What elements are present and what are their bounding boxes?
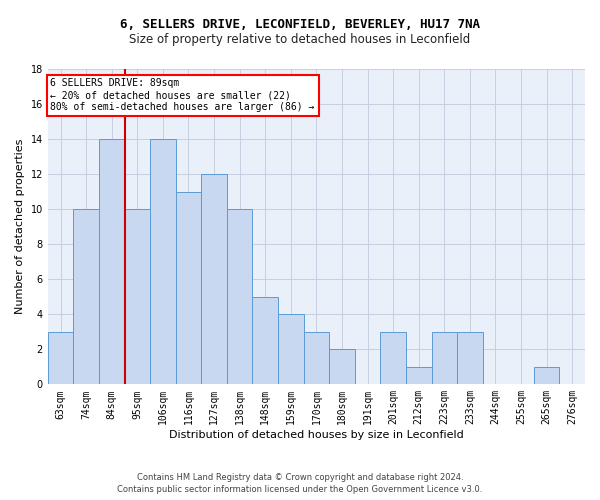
Bar: [406, 367, 431, 384]
Y-axis label: Number of detached properties: Number of detached properties: [15, 139, 25, 314]
Bar: [125, 209, 150, 384]
Bar: [431, 332, 457, 384]
Text: Contains public sector information licensed under the Open Government Licence v3: Contains public sector information licen…: [118, 485, 482, 494]
Bar: [176, 192, 201, 384]
Text: Size of property relative to detached houses in Leconfield: Size of property relative to detached ho…: [130, 32, 470, 46]
Bar: [380, 332, 406, 384]
Text: 6 SELLERS DRIVE: 89sqm
← 20% of detached houses are smaller (22)
80% of semi-det: 6 SELLERS DRIVE: 89sqm ← 20% of detached…: [50, 78, 315, 112]
Bar: [227, 209, 253, 384]
Text: 6, SELLERS DRIVE, LECONFIELD, BEVERLEY, HU17 7NA: 6, SELLERS DRIVE, LECONFIELD, BEVERLEY, …: [120, 18, 480, 30]
Bar: [253, 296, 278, 384]
Bar: [278, 314, 304, 384]
Bar: [329, 350, 355, 384]
Bar: [48, 332, 73, 384]
Bar: [73, 209, 99, 384]
Bar: [304, 332, 329, 384]
X-axis label: Distribution of detached houses by size in Leconfield: Distribution of detached houses by size …: [169, 430, 464, 440]
Bar: [457, 332, 482, 384]
Bar: [534, 367, 559, 384]
Bar: [150, 139, 176, 384]
Bar: [201, 174, 227, 384]
Bar: [99, 139, 125, 384]
Text: Contains HM Land Registry data © Crown copyright and database right 2024.: Contains HM Land Registry data © Crown c…: [137, 472, 463, 482]
